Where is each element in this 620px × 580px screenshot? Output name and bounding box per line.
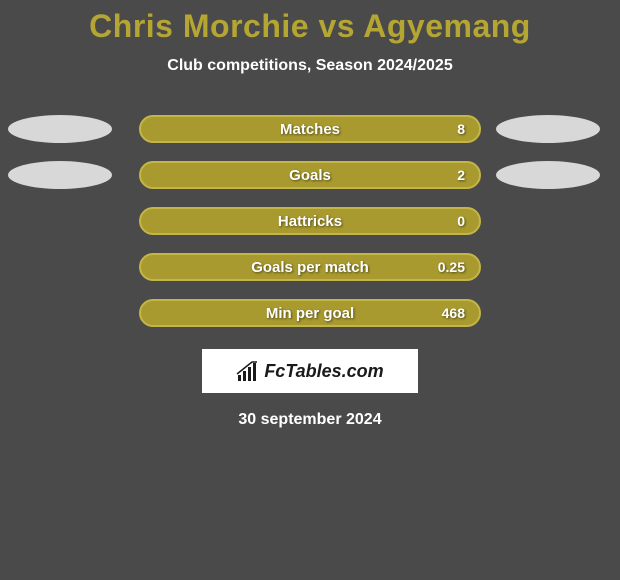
stat-row: Min per goal 468	[0, 299, 620, 327]
stat-row: Matches 8	[0, 115, 620, 143]
page-title: Chris Morchie vs Agyemang	[0, 8, 620, 45]
stat-value: 0	[457, 213, 465, 229]
stat-label: Min per goal	[266, 305, 354, 322]
main-container: Chris Morchie vs Agyemang Club competiti…	[0, 0, 620, 429]
stat-row: Hattricks 0	[0, 207, 620, 235]
stat-bar: Goals per match 0.25	[139, 253, 481, 281]
stat-label: Hattricks	[278, 213, 342, 230]
stat-value: 0.25	[438, 259, 465, 275]
stat-row: Goals per match 0.25	[0, 253, 620, 281]
left-ellipse	[8, 161, 112, 189]
date-text: 30 september 2024	[0, 411, 620, 429]
stat-label: Goals	[289, 167, 331, 184]
page-subtitle: Club competitions, Season 2024/2025	[0, 57, 620, 75]
stat-bar: Hattricks 0	[139, 207, 481, 235]
stat-label: Matches	[280, 121, 340, 138]
logo-content: FcTables.com	[236, 361, 383, 382]
stat-row: Goals 2	[0, 161, 620, 189]
right-ellipse	[496, 161, 600, 189]
stat-value: 8	[457, 121, 465, 137]
stat-bar: Goals 2	[139, 161, 481, 189]
stats-section: Matches 8 Goals 2 Hattricks 0 Goals per match 0…	[0, 115, 620, 327]
stat-bar: Min per goal 468	[139, 299, 481, 327]
logo-text: FcTables.com	[264, 361, 383, 382]
chart-icon	[236, 361, 260, 381]
stat-bar: Matches 8	[139, 115, 481, 143]
left-ellipse	[8, 115, 112, 143]
right-ellipse	[496, 115, 600, 143]
stat-value: 2	[457, 167, 465, 183]
stat-value: 468	[442, 305, 465, 321]
logo-box[interactable]: FcTables.com	[202, 349, 418, 393]
stat-label: Goals per match	[251, 259, 369, 276]
